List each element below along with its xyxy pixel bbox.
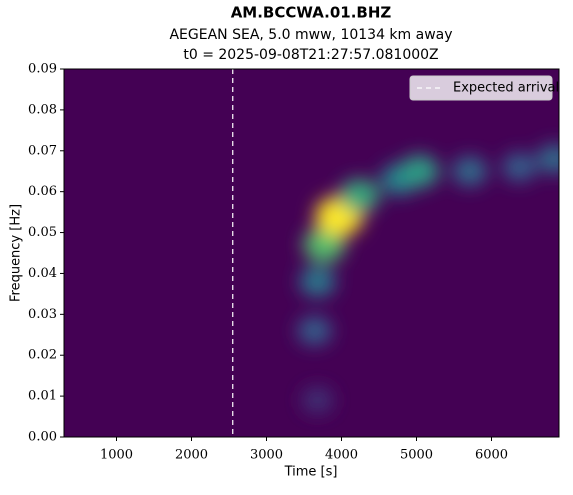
energy-blob <box>299 266 336 297</box>
y-axis-label: Frequency [Hz] <box>9 204 24 302</box>
x-tick-label: 4000 <box>325 448 358 463</box>
y-tick-label: 0.08 <box>28 102 57 117</box>
y-tick-label: 0.09 <box>28 62 57 77</box>
x-tick-label: 3000 <box>250 448 283 463</box>
y-tick-label: 0.02 <box>28 348 57 363</box>
x-tick-label: 5000 <box>400 448 433 463</box>
spectrogram <box>297 144 559 414</box>
energy-blob <box>537 144 559 174</box>
energy-blob <box>303 227 346 263</box>
y-tick-label: 0.00 <box>28 430 57 445</box>
chart-subtitle: t0 = 2025-09-08T21:27:57.081000Z <box>183 47 438 63</box>
x-tick-label: 2000 <box>175 448 208 463</box>
energy-blob <box>297 316 332 346</box>
y-tick-label: 0.05 <box>28 225 57 240</box>
energy-blob <box>302 387 333 414</box>
energy-blob <box>339 178 380 213</box>
energy-blob <box>452 156 488 187</box>
overlay: Expected arrival <box>232 69 559 437</box>
chart-title: AM.BCCWA.01.BHZ <box>231 4 392 22</box>
legend-box <box>409 75 553 101</box>
energy-blob <box>400 154 439 188</box>
x-axis-label: Time [s] <box>284 465 338 480</box>
y-tick-label: 0.07 <box>28 143 57 158</box>
y-tick-label: 0.01 <box>28 389 57 404</box>
y-tick-label: 0.03 <box>28 307 57 322</box>
y-tick-label: 0.04 <box>28 266 57 281</box>
plot-frame <box>63 68 560 438</box>
legend-label: Expected arrival <box>453 81 559 96</box>
x-tick-label: 6000 <box>475 448 508 463</box>
chart-subtitle: AEGEAN SEA, 5.0 mww, 10134 km away <box>169 27 452 43</box>
x-tick-label: 1000 <box>100 448 133 463</box>
y-tick-label: 0.06 <box>28 184 57 199</box>
energy-blob <box>502 152 537 182</box>
